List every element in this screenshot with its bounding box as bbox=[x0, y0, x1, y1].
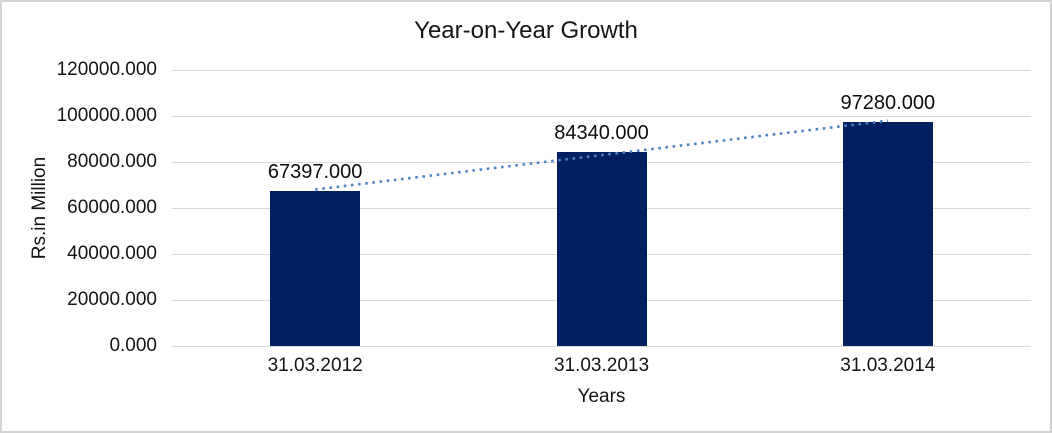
x-tick-label: 31.03.2013 bbox=[553, 355, 650, 376]
y-tick-label: 100000.000 bbox=[56, 105, 157, 126]
bar bbox=[842, 122, 933, 346]
y-tick-label: 80000.000 bbox=[67, 151, 157, 172]
gridline bbox=[172, 115, 1031, 117]
gridline bbox=[172, 345, 1031, 347]
bar-value-label: 97280.000 bbox=[840, 92, 936, 115]
y-axis-title: Rs.in Million bbox=[29, 156, 50, 260]
bar bbox=[270, 190, 361, 346]
y-tick-label: 60000.000 bbox=[67, 197, 157, 218]
gridline bbox=[172, 69, 1031, 71]
y-tick-label: 20000.000 bbox=[67, 289, 157, 310]
y-tick-label: 40000.000 bbox=[67, 243, 157, 264]
bar-value-label: 84340.000 bbox=[554, 122, 649, 145]
x-tick-label: 31.03.2012 bbox=[267, 355, 363, 376]
bar-value-label: 67397.000 bbox=[267, 160, 363, 183]
x-axis-title: Years bbox=[577, 386, 626, 407]
y-tick-label: 120000.000 bbox=[56, 59, 157, 80]
chart-title: Year-on-Year Growth bbox=[414, 17, 638, 44]
bar bbox=[556, 152, 647, 346]
y-tick-label: 0.000 bbox=[109, 335, 157, 356]
x-tick-label: 31.03.2014 bbox=[840, 355, 936, 376]
